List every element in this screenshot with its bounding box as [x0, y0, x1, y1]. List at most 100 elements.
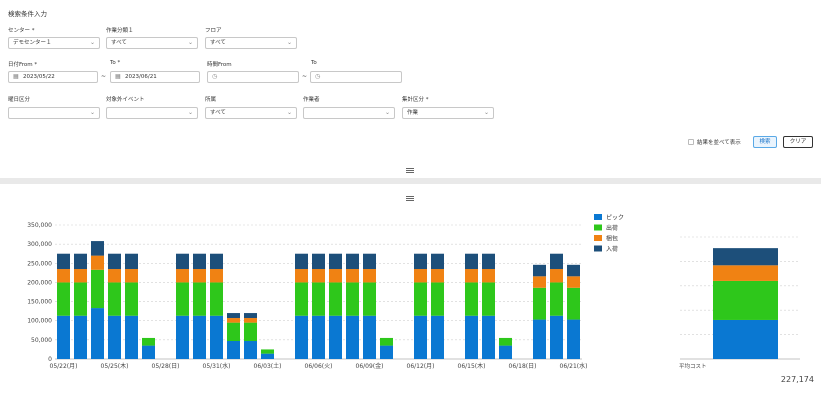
bar-segment: [261, 349, 274, 354]
bar-segment: [261, 353, 274, 359]
clock-icon: ◷: [315, 73, 321, 80]
panel-resize-handle-bottom[interactable]: [406, 196, 414, 201]
bar-segment: [125, 269, 138, 283]
bar-segment: [244, 313, 257, 319]
legend-label: ピック: [606, 215, 624, 222]
bar-segment: [244, 322, 257, 342]
affiliation-select[interactable]: すべて ⌄: [205, 107, 297, 119]
bar-segment: [482, 269, 495, 283]
aggregation-select[interactable]: 作業 ⌄: [402, 107, 494, 119]
affiliation-label: 所属: [205, 97, 217, 103]
bar-segment: [193, 253, 206, 270]
bar-segment: [108, 315, 121, 359]
bar-segment: [329, 282, 342, 316]
work-class-value: すべて: [111, 40, 127, 46]
x-tick-label: 06/03(土): [254, 362, 282, 370]
legend-label: 出荷: [606, 224, 618, 232]
weekday-select[interactable]: ⌄: [8, 107, 100, 119]
bar-segment: [125, 282, 138, 316]
bar-segment: [193, 315, 206, 359]
bar-segment: [329, 315, 342, 359]
x-tick-label: 05/28(日): [152, 363, 180, 370]
center-label: センター: [8, 26, 35, 34]
legend-swatch: [594, 214, 602, 220]
clock-icon: ◷: [212, 73, 218, 80]
bar-segment: [210, 253, 223, 270]
bar-segment: [567, 319, 580, 359]
date-from-input[interactable]: ▦ 2023/05/22: [8, 71, 98, 83]
show-side-by-side-checkbox[interactable]: [688, 139, 694, 145]
date-to-value: 2023/06/21: [125, 74, 157, 80]
bar-segment: [176, 282, 189, 316]
bar-segment: [567, 264, 580, 277]
bar-segment: [125, 253, 138, 270]
bar-segment: [74, 253, 87, 270]
bar-segment: [465, 315, 478, 359]
bar-segment: [312, 282, 325, 316]
center-value: デモセンター１: [13, 40, 52, 46]
bar-segment: [346, 282, 359, 316]
bar-segment: [414, 253, 427, 270]
bar-segment: [482, 282, 495, 316]
y-tick-label: 350,000: [27, 222, 52, 229]
bar-segment: [176, 253, 189, 270]
center-select[interactable]: デモセンター１ ⌄: [8, 37, 100, 49]
bar-segment: [312, 269, 325, 283]
bar-segment: [567, 287, 580, 320]
y-tick-label: 250,000: [27, 260, 52, 267]
legend-swatch: [594, 224, 602, 231]
bar-segment: [295, 282, 308, 316]
show-side-by-side-label: 結果を並べて表示: [697, 140, 741, 146]
worker-label: 作業者: [303, 97, 320, 103]
x-tick-label: 05/31(水): [203, 362, 231, 370]
bar-segment: [414, 269, 427, 283]
bar-segment: [176, 269, 189, 283]
chevron-down-icon: ⌄: [286, 39, 292, 46]
bar-segment: [550, 315, 563, 359]
avg-total-value: 227,174: [781, 375, 814, 384]
chevron-down-icon: ⌄: [483, 109, 489, 116]
bar-segment: [108, 253, 121, 270]
bar-segment: [91, 241, 104, 256]
bar-segment: [295, 315, 308, 359]
bar-segment: [108, 282, 121, 316]
bar-segment: [482, 315, 495, 359]
bar-segment: [550, 269, 563, 283]
panel-resize-handle-top[interactable]: [406, 168, 414, 173]
bar-segment: [465, 269, 478, 283]
work-class-select[interactable]: すべて ⌄: [106, 37, 198, 49]
chevron-down-icon: ⌄: [286, 109, 292, 116]
bar-segment: [346, 315, 359, 359]
floor-value: すべて: [210, 40, 226, 46]
bar-segment: [431, 315, 444, 359]
bar-segment: [312, 315, 325, 359]
bar-segment: [210, 282, 223, 316]
bar-segment: [380, 345, 393, 359]
bar-segment: [227, 318, 240, 323]
x-tick-label: 06/15(木): [458, 362, 486, 370]
bar-segment: [363, 315, 376, 359]
date-to-input[interactable]: ▦ 2023/06/21: [110, 71, 200, 83]
y-tick-label: 300,000: [27, 241, 52, 248]
bar-segment: [210, 315, 223, 359]
clear-button[interactable]: クリア: [783, 136, 813, 148]
floor-select[interactable]: すべて ⌄: [205, 37, 297, 49]
bar-segment: [346, 253, 359, 270]
bar-segment: [533, 276, 546, 288]
legend-label: 入荷: [606, 245, 618, 253]
y-tick-label: 50,000: [31, 337, 52, 344]
bar-segment: [431, 269, 444, 283]
affiliation-value: すべて: [210, 110, 226, 116]
bar-segment: [74, 269, 87, 283]
bar-segment: [108, 269, 121, 283]
time-to-input[interactable]: ◷: [310, 71, 402, 83]
calendar-icon: ▦: [115, 73, 121, 80]
y-tick-label: 200,000: [27, 279, 52, 286]
excluded-event-select[interactable]: ⌄: [106, 107, 198, 119]
bar-segment: [91, 255, 104, 270]
x-tick-label: 06/12(月): [407, 363, 435, 370]
worker-select[interactable]: ⌄: [303, 107, 395, 119]
bar-segment: [74, 282, 87, 316]
time-from-input[interactable]: ◷: [207, 71, 299, 83]
search-button[interactable]: 検索: [753, 136, 777, 148]
